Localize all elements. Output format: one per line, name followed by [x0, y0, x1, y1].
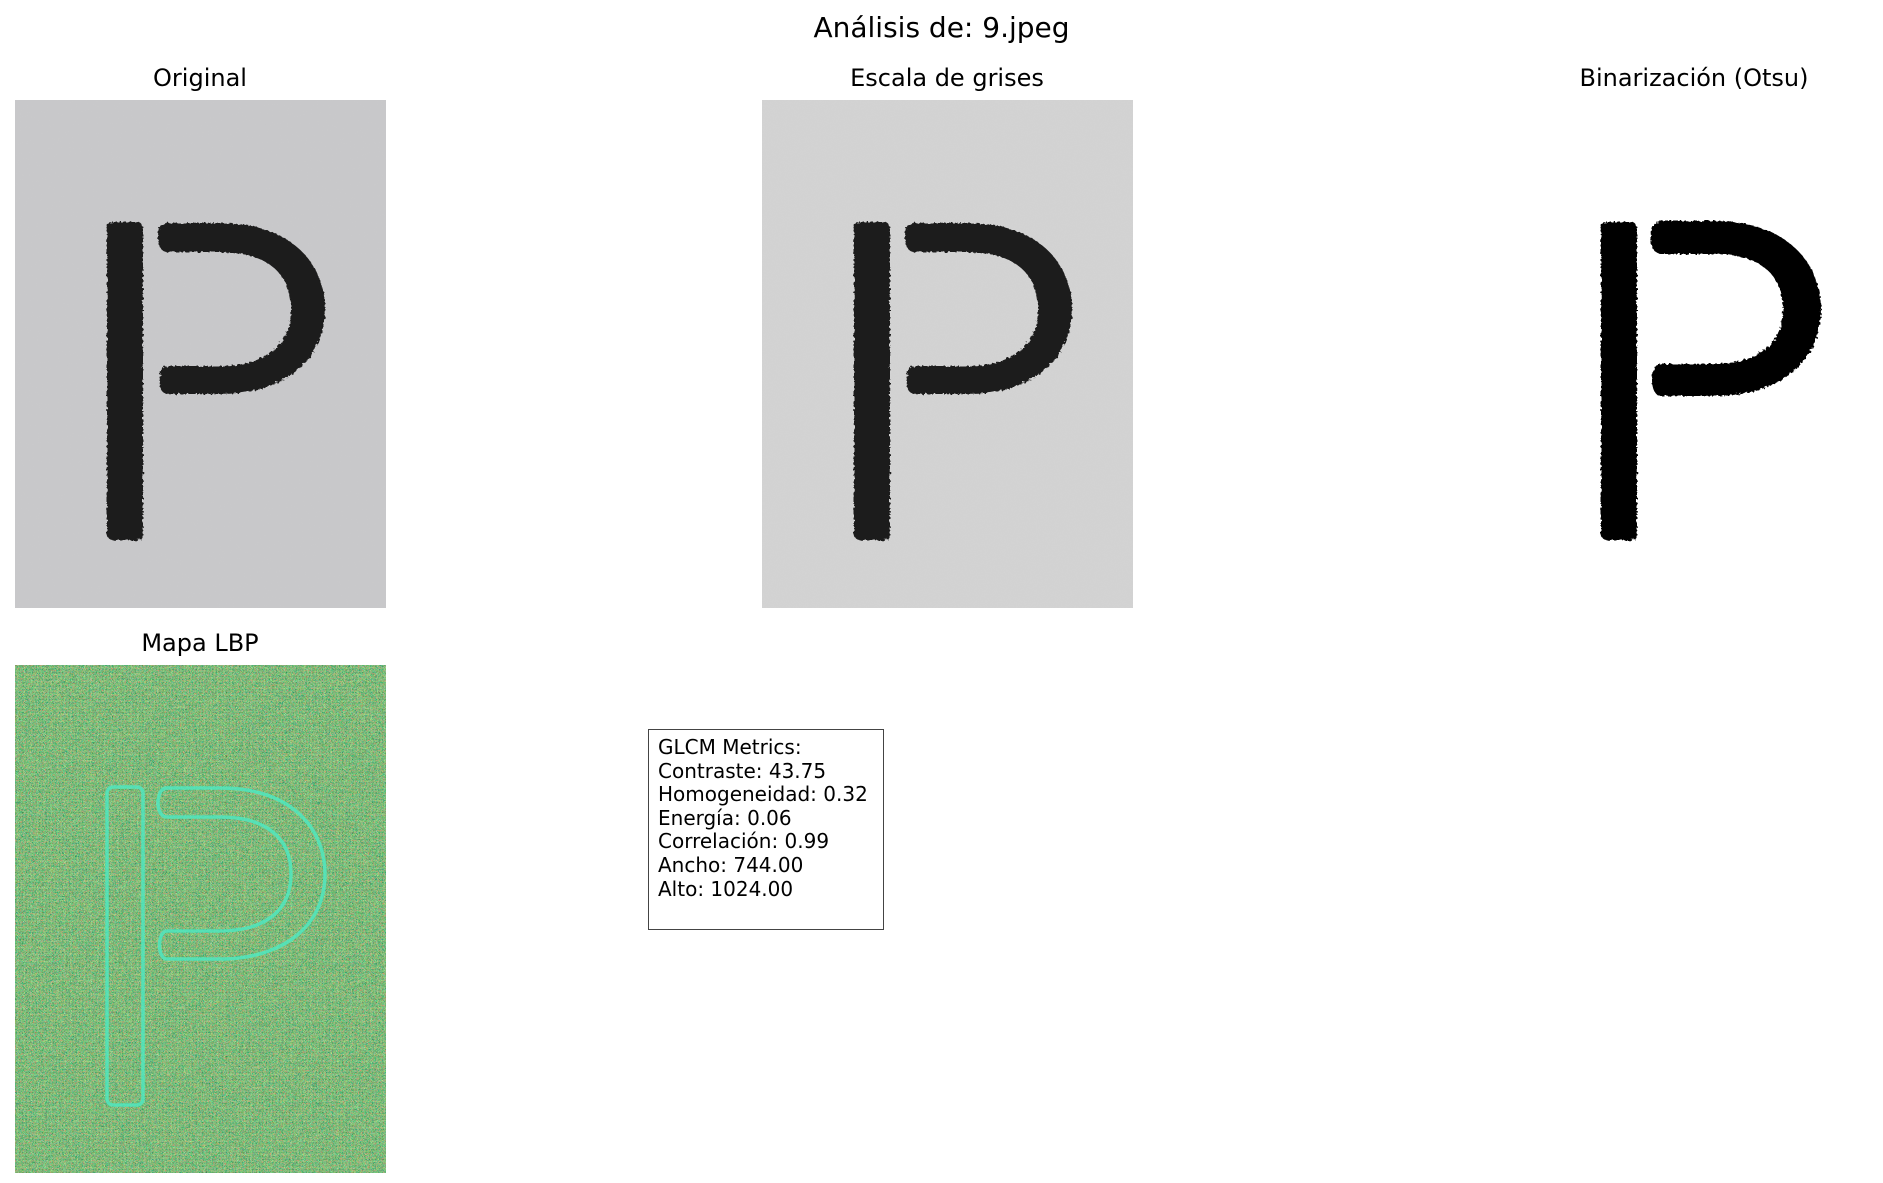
metric-correlation: Correlación: 0.99 — [658, 829, 830, 854]
panel-title-original: Original — [153, 64, 247, 92]
panel-title-grayscale: Escala de grises — [850, 64, 1044, 92]
letter-p-grayscale-icon — [854, 222, 1072, 540]
metric-contrast: Contraste: 43.75 — [658, 758, 827, 783]
metric-energy: Energía: 0.06 — [658, 805, 792, 830]
metrics-heading: GLCM Metrics: — [658, 735, 802, 759]
metric-homogeneity: Homogeneidad: 0.32 — [658, 782, 868, 807]
panel-title-lbp: Mapa LBP — [141, 629, 259, 657]
figure-title: Análisis de: 9.jpeg — [813, 11, 1070, 44]
panel-title-binarization: Binarización (Otsu) — [1579, 64, 1809, 92]
binarization-image — [1509, 100, 1880, 608]
letter-p-lbp-map-icon — [105, 785, 327, 1107]
letter-p-photo-icon — [107, 222, 325, 540]
metric-width: Ancho: 744.00 — [658, 852, 804, 877]
metric-height: Alto: 1024.00 — [658, 876, 794, 901]
glcm-metrics-box: GLCM Metrics: Contraste: 43.75 Homogenei… — [648, 729, 884, 930]
letter-p-binary-icon — [1601, 221, 1821, 540]
lbp-map-image — [15, 665, 386, 1173]
grayscale-image — [762, 100, 1133, 608]
original-image — [15, 100, 386, 608]
